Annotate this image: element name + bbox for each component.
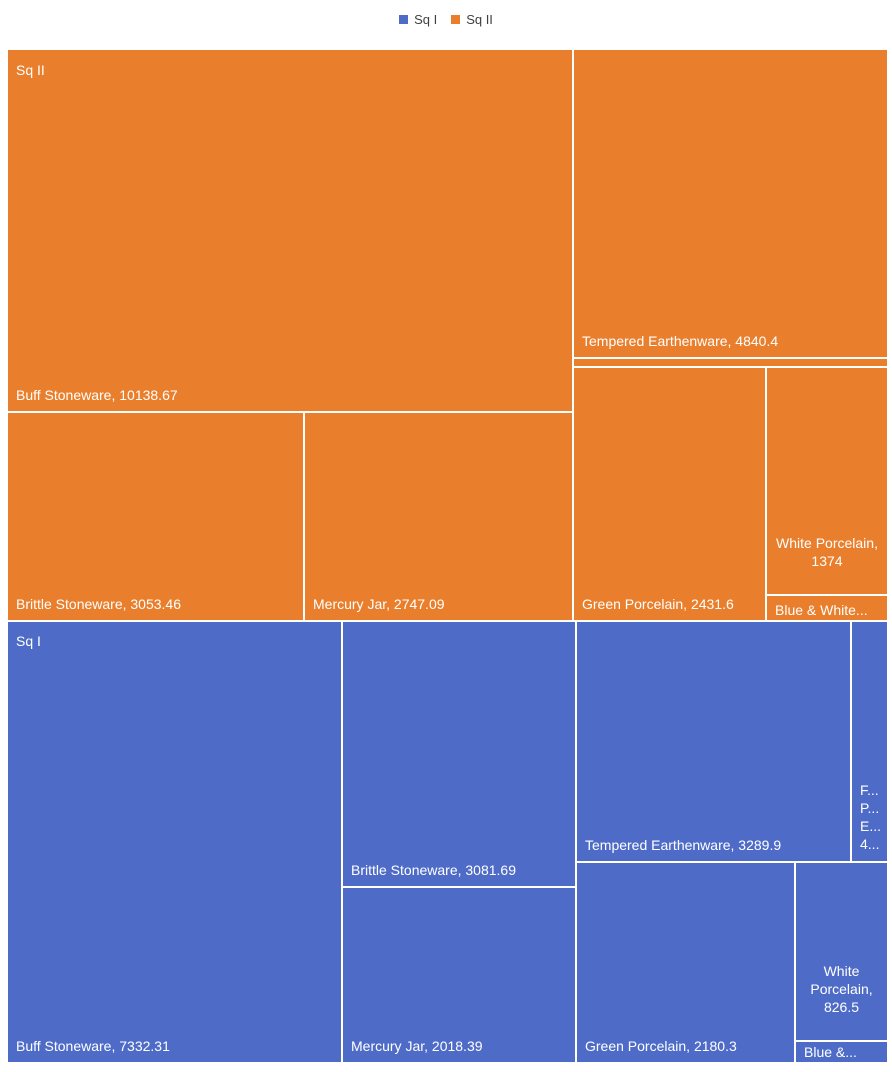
tile-label: F... P... E... 4... — [860, 782, 882, 852]
group-label: Sq II — [16, 62, 45, 78]
treemap-tile[interactable]: Green Porcelain, 2180.3 — [577, 863, 794, 1062]
treemap-tile[interactable]: White Porcelain, 1374 — [767, 368, 887, 594]
treemap-tile[interactable]: Buff Stoneware, 7332.31 — [8, 622, 341, 1062]
treemap-tile[interactable]: Mercury Jar, 2018.39 — [343, 888, 575, 1062]
legend-swatch-sq-ii — [451, 14, 461, 24]
treemap-tile[interactable]: Tempered Earthenware, 4840.4 — [574, 50, 887, 357]
tile-label: Mercury Jar, 2018.39 — [351, 1038, 483, 1054]
treemap-tile[interactable]: F... P... E... 4... — [852, 622, 887, 861]
tile-label: White Porcelain, 1374 — [776, 535, 878, 569]
tile-label: White Porcelain, 826.5 — [810, 963, 873, 1015]
tile-label: Green Porcelain, 2180.3 — [585, 1038, 737, 1054]
tile-label: Brittle Stoneware, 3081.69 — [351, 862, 516, 878]
treemap-tile[interactable]: Blue & White... — [767, 596, 887, 620]
tile-label: Buff Stoneware, 7332.31 — [16, 1038, 170, 1054]
legend-item-sq-ii[interactable]: Sq II — [451, 12, 493, 27]
tile-label: Tempered Earthenware, 3289.9 — [585, 837, 782, 853]
treemap-tile[interactable]: Brittle Stoneware, 3053.46 — [8, 413, 303, 620]
treemap-tile[interactable]: Blue &... — [796, 1042, 887, 1062]
tile-label: Brittle Stoneware, 3053.46 — [16, 596, 181, 612]
treemap-tile[interactable]: Buff Stoneware, 10138.67 — [8, 50, 572, 411]
tile-label: Mercury Jar, 2747.09 — [313, 596, 445, 612]
group-label: Sq I — [16, 633, 41, 649]
chart-legend: Sq I Sq II — [0, 8, 892, 30]
treemap-tile[interactable]: Mercury Jar, 2747.09 — [305, 413, 572, 620]
legend-label-sq-ii: Sq II — [466, 11, 493, 27]
treemap-tile[interactable]: White Porcelain, 826.5 — [796, 863, 887, 1040]
treemap-tile[interactable] — [574, 359, 887, 366]
treemap-tile[interactable]: Green Porcelain, 2431.6 — [574, 368, 765, 620]
treemap-tile[interactable]: Tempered Earthenware, 3289.9 — [577, 622, 850, 861]
tile-label: Blue &... — [804, 1044, 857, 1060]
tile-label: Green Porcelain, 2431.6 — [582, 596, 734, 612]
legend-item-sq-i[interactable]: Sq I — [399, 12, 437, 27]
legend-label-sq-i: Sq I — [414, 11, 438, 27]
tile-label: Blue & White... — [775, 602, 868, 618]
tile-label: Buff Stoneware, 10138.67 — [16, 387, 178, 403]
legend-swatch-sq-i — [399, 14, 409, 24]
treemap-tile[interactable]: Brittle Stoneware, 3081.69 — [343, 622, 575, 886]
tile-label: Tempered Earthenware, 4840.4 — [582, 333, 779, 349]
